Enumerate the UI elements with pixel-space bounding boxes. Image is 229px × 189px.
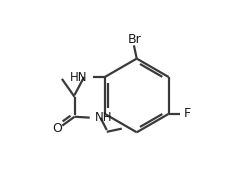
Text: HN: HN xyxy=(70,70,87,84)
Text: O: O xyxy=(52,122,62,136)
Text: NH: NH xyxy=(95,111,112,124)
Text: Br: Br xyxy=(127,33,141,46)
Text: F: F xyxy=(183,107,190,120)
